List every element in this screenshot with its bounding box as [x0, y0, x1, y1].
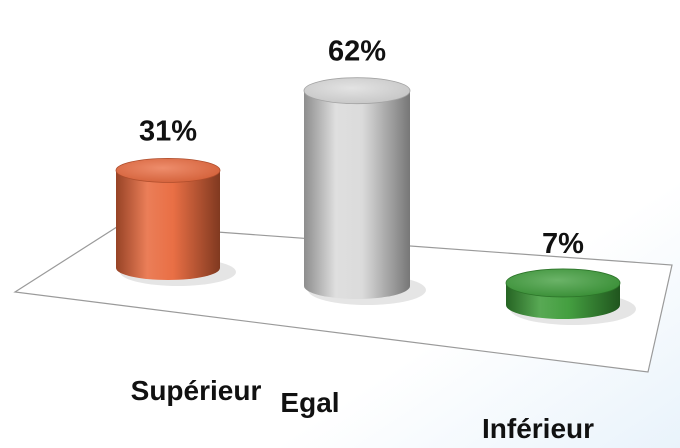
labels-group: 31% Supérieur 62% Egal 7% Inférieur: [131, 36, 594, 444]
bar-top: [505, 268, 621, 298]
category-label: Inférieur: [482, 413, 594, 444]
bar-top: [115, 157, 221, 183]
bar-inférieur: [505, 268, 636, 325]
value-label: 31%: [139, 115, 197, 147]
bar-supérieur: [115, 157, 236, 286]
value-label: 7%: [542, 228, 584, 260]
bar-top: [303, 77, 411, 105]
value-label: 62%: [328, 36, 386, 68]
bar-body: [116, 170, 220, 280]
bar-body: [304, 90, 410, 299]
category-label: Supérieur: [131, 375, 262, 406]
category-label: Egal: [280, 387, 339, 418]
bars-group: [115, 77, 636, 325]
bar-egal: [303, 77, 426, 305]
